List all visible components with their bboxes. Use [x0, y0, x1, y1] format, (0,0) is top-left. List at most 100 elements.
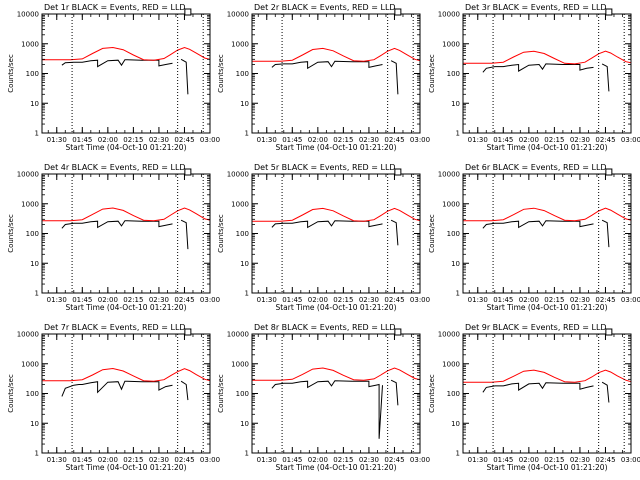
series-line: [252, 367, 421, 381]
x-tick-label: 02:45: [174, 296, 194, 304]
y-tick-label: 10: [451, 420, 460, 428]
y-tick-label: 10: [451, 260, 460, 268]
chart-panel: Det 1r BLACK = Events, RED = LLD 1 10 100 10…: [7, 3, 220, 152]
series-line: [271, 219, 399, 246]
y-tick-label: 10: [240, 260, 249, 268]
y-tick-label: 100: [236, 70, 249, 78]
y-tick-label: 1: [245, 130, 249, 138]
x-tick-label: 02:00: [308, 296, 328, 304]
x-tick-label: 03:00: [410, 296, 430, 304]
y-tick-label: 100: [236, 230, 249, 238]
x-tick-label: 01:30: [257, 136, 277, 144]
x-axis-label: Start Time (04-Oct-10 01:21:20): [486, 303, 607, 312]
y-tick-label: 10: [30, 260, 39, 268]
y-tick-label: 10: [240, 100, 249, 108]
plot-frame: [251, 173, 421, 294]
plot-frame: [41, 173, 211, 294]
x-axis-label: Start Time (04-Oct-10 01:21:20): [275, 303, 396, 312]
legend-box: [394, 8, 402, 16]
x-tick-label: 01:45: [72, 456, 92, 464]
y-tick-label: 1000: [21, 200, 39, 208]
legend-box: [605, 8, 613, 16]
x-axis-label: Start Time (04-Oct-10 01:21:20): [65, 463, 186, 472]
y-axis-label: Counts/sec: [7, 54, 15, 93]
y-axis-label: Counts/sec: [428, 54, 436, 93]
chart-panel: Det 7r BLACK = Events, RED = LLD 1 10 100 10…: [7, 323, 220, 472]
y-axis-label: Counts/sec: [428, 214, 436, 253]
series-line: [482, 381, 610, 403]
x-tick-label: 01:45: [282, 456, 302, 464]
x-tick-label: 03:00: [200, 456, 220, 464]
y-tick-label: 100: [447, 230, 460, 238]
y-tick-label: 10000: [17, 11, 39, 19]
y-tick-label: 10: [451, 100, 460, 108]
x-tick-label: 03:00: [621, 296, 640, 304]
plot-frame: [251, 333, 421, 454]
x-tick-label: 03:00: [200, 136, 220, 144]
x-tick-label: 01:30: [468, 456, 488, 464]
y-tick-label: 10000: [438, 331, 460, 339]
x-tick-label: 02:15: [333, 136, 353, 144]
x-tick-label: 01:30: [257, 296, 277, 304]
x-tick-label: 02:15: [544, 136, 564, 144]
chart-title: Det 4r BLACK = Events, RED = LLD: [44, 163, 186, 172]
x-axis-label: Start Time (04-Oct-10 01:21:20): [486, 463, 607, 472]
x-tick-label: 02:00: [98, 136, 118, 144]
x-tick-label: 01:45: [282, 296, 302, 304]
y-tick-label: 100: [236, 390, 249, 398]
y-axis-label: Counts/sec: [428, 374, 436, 413]
y-tick-label: 100: [447, 390, 460, 398]
chart-panel: Det 4r BLACK = Events, RED = LLD 1 10 100 10…: [7, 163, 220, 312]
y-tick-label: 100: [26, 390, 39, 398]
x-tick-label: 01:45: [493, 456, 513, 464]
x-axis-label: Start Time (04-Oct-10 01:21:20): [65, 303, 186, 312]
series-line: [463, 207, 632, 222]
y-tick-label: 10: [30, 420, 39, 428]
x-tick-label: 02:30: [570, 136, 590, 144]
x-tick-label: 02:30: [149, 296, 169, 304]
y-tick-label: 10000: [438, 171, 460, 179]
y-tick-label: 1: [35, 290, 39, 298]
y-axis-label: Counts/sec: [7, 374, 15, 413]
x-tick-label: 02:45: [384, 296, 404, 304]
x-tick-label: 02:30: [570, 296, 590, 304]
y-tick-label: 1000: [21, 40, 39, 48]
y-tick-label: 10: [30, 100, 39, 108]
y-axis-label: Counts/sec: [217, 54, 225, 93]
y-tick-label: 10000: [17, 331, 39, 339]
x-tick-label: 02:15: [333, 296, 353, 304]
series-line: [252, 47, 421, 62]
x-tick-label: 01:45: [72, 136, 92, 144]
chart-panel: Det 2r BLACK = Events, RED = LLD 1 10 100 10…: [217, 3, 430, 152]
legend-box: [394, 328, 402, 336]
y-axis-label: Counts/sec: [217, 214, 225, 253]
series-line: [42, 367, 211, 382]
x-tick-label: 02:30: [359, 136, 379, 144]
x-tick-label: 03:00: [410, 136, 430, 144]
x-tick-label: 02:45: [174, 136, 194, 144]
x-tick-label: 02:30: [149, 456, 169, 464]
chart-title: Det 7r BLACK = Events, RED = LLD: [44, 323, 186, 332]
x-tick-label: 02:30: [570, 456, 590, 464]
series-line: [61, 219, 189, 250]
series-line: [463, 369, 632, 383]
series-line: [482, 63, 610, 92]
y-axis-label: Counts/sec: [217, 374, 225, 413]
chart-panel: Det 9r BLACK = Events, RED = LLD 1 10 100 10…: [428, 323, 640, 472]
series-line: [271, 379, 399, 439]
chart-title: Det 3r BLACK = Events, RED = LLD: [465, 3, 607, 12]
x-tick-label: 01:30: [47, 296, 67, 304]
y-tick-label: 1: [245, 450, 249, 458]
series-line: [61, 380, 189, 401]
x-axis-label: Start Time (04-Oct-10 01:21:20): [275, 143, 396, 152]
y-tick-label: 10000: [17, 171, 39, 179]
series-line: [271, 60, 399, 95]
y-tick-label: 1000: [231, 40, 249, 48]
y-tick-label: 100: [447, 70, 460, 78]
x-tick-label: 01:30: [47, 456, 67, 464]
x-tick-label: 02:45: [595, 456, 615, 464]
chart-panel: Det 6r BLACK = Events, RED = LLD 1 10 100 10…: [428, 163, 640, 312]
y-tick-label: 1: [456, 290, 460, 298]
y-tick-label: 1000: [21, 360, 39, 368]
x-tick-label: 03:00: [200, 296, 220, 304]
